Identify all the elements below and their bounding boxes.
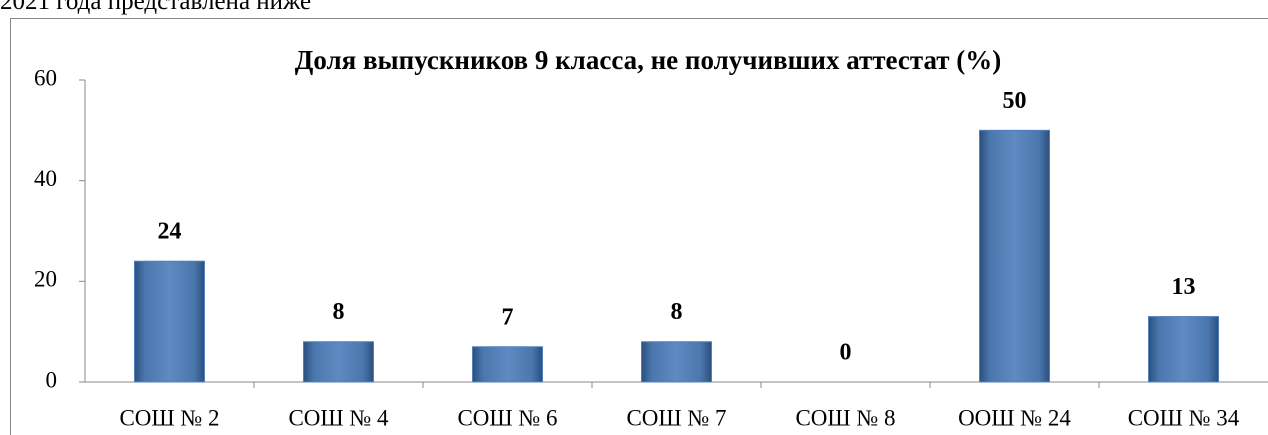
bar	[979, 129, 1050, 383]
x-tick-label: ООШ № 24	[958, 405, 1071, 430]
value-label: 13	[1172, 274, 1196, 300]
x-tick-label: СОШ № 6	[457, 405, 557, 430]
x-tick-label: СОШ № 4	[288, 405, 389, 430]
x-tick-label: СОШ № 2	[119, 405, 219, 430]
value-label: 8	[671, 299, 683, 325]
value-label: 50	[1003, 88, 1027, 114]
y-tick-label: 20	[34, 267, 57, 292]
value-label: 8	[333, 299, 345, 325]
chart-border	[10, 18, 1268, 435]
y-tick-label: 60	[34, 65, 57, 90]
x-tick-label: СОШ № 8	[795, 405, 895, 430]
bar	[303, 341, 374, 383]
chart-title: Доля выпускников 9 класса, не получивших…	[294, 45, 1002, 75]
intro-text: 2021 года представлена ниже	[0, 0, 312, 15]
y-tick-label: 40	[34, 166, 57, 191]
bar	[134, 260, 205, 383]
bar	[472, 346, 543, 383]
x-tick-label: СОШ № 7	[626, 405, 726, 430]
value-label: 0	[840, 340, 852, 366]
x-tick-label: СОШ № 34	[1128, 405, 1240, 430]
bar	[1148, 316, 1219, 383]
y-tick-label: 0	[46, 367, 58, 392]
bar	[641, 341, 712, 383]
value-label: 24	[158, 219, 182, 245]
value-label: 7	[502, 304, 514, 330]
